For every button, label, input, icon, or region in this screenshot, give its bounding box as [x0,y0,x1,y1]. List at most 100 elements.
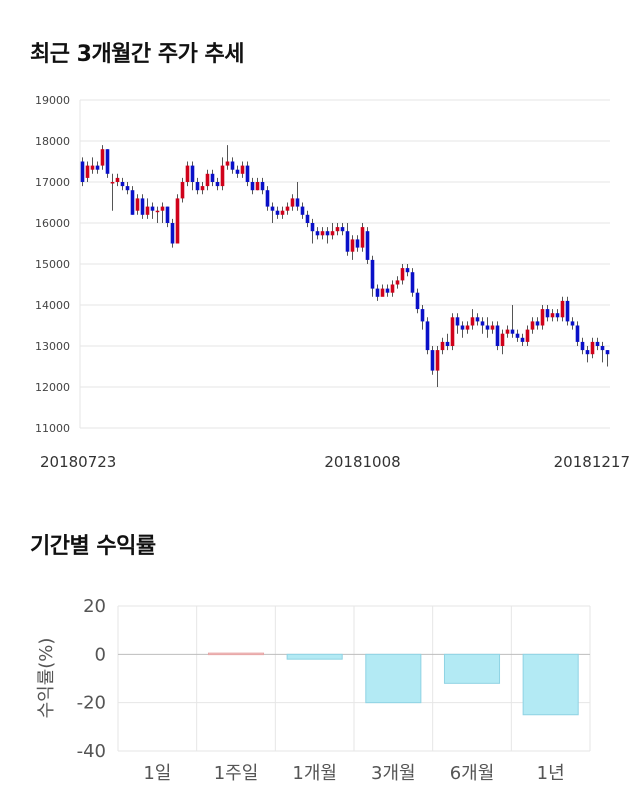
candle-body [380,288,385,297]
candle-body [275,210,280,215]
candle-body [485,325,490,330]
returns-y-tick-label: -40 [77,741,106,762]
candle-y-tick-label: 11000 [35,422,70,435]
candle-body [435,350,440,371]
stock-trend-title: 최근 3개월간 주가 추세 [30,42,244,67]
candle-body [215,182,220,187]
candle-body [510,329,515,334]
returns-bar [286,653,343,660]
returns-y-ticks: 20 0 -20 -40 [77,596,106,762]
candle-body [575,325,580,342]
candle-body [160,206,165,211]
candle-y-tick-label: 18000 [35,135,70,148]
candle-y-tick-label: 19000 [35,94,70,107]
candle-body [165,206,170,223]
candle-body [415,292,420,310]
candle-body [220,165,225,187]
candle-body [325,231,330,236]
candle-body [585,350,590,355]
candle-body [565,300,570,322]
candle-body [400,268,405,281]
candle-body [420,309,425,322]
candle-body [350,239,355,252]
candle-body [250,182,255,191]
candle-y-tick-label: 13000 [35,340,70,353]
candle-body [285,206,290,211]
candle-body [495,325,500,346]
candle-body [125,186,130,191]
returns-y-tick-label: -20 [77,693,106,714]
candle-body [530,321,535,330]
candle-body [140,198,145,215]
candle-body [390,284,395,293]
candle-body [195,182,200,191]
candle-body [550,313,555,318]
candle-body [300,206,305,215]
candle-body [105,149,110,174]
returns-bar [365,653,422,704]
candle-body [490,325,495,330]
candle-body [450,317,455,346]
candle-body [535,321,540,326]
returns-category-label: 1일 [143,763,171,784]
candle-body [155,210,160,213]
candle-body [430,350,435,371]
candlestick-chart: 19000 18000 17000 16000 15000 14000 13000 12000… [35,94,630,471]
candle-body [560,300,565,318]
candle-body [570,321,575,326]
candlestick-x-labels: 20180723 20181008 20181217 [40,453,630,471]
candle-body [590,341,595,355]
candle-body [480,321,485,326]
candle-body [330,231,335,236]
candle-body [170,223,175,244]
candle-body [200,186,205,191]
returns-category-label: 1주일 [214,763,259,784]
candle-body [135,198,140,211]
candle-body [235,169,240,174]
candle-body [315,231,320,236]
candle-body [115,177,120,182]
candle-body [295,198,300,207]
candlestick-y-ticks: 19000 18000 17000 16000 15000 14000 13000 12000… [35,94,70,435]
candle-body [110,182,115,184]
candle-body [370,259,375,289]
candle-body [375,288,380,297]
candle-body [500,333,505,346]
candle-y-tick-label: 14000 [35,299,70,312]
candlestick-marks [80,145,610,387]
candle-body [245,165,250,182]
candle-body [555,313,560,318]
candle-body [120,182,125,187]
candle-x-label: 20181008 [324,453,400,471]
candle-y-tick-label: 16000 [35,217,70,230]
candle-body [265,190,270,207]
candle-body [210,173,215,182]
candle-body [440,341,445,351]
candle-body [475,317,480,322]
candle-body [260,182,265,191]
candle-body [290,198,295,207]
candle-body [445,341,450,346]
candle-body [410,272,415,293]
candle-body [520,337,525,342]
returns-y-tick-label: 20 [83,596,106,617]
candle-body [470,317,475,326]
candle-body [80,161,85,182]
candle-body [205,173,210,187]
returns-bars [207,652,579,716]
returns-category-label: 6개월 [450,763,495,784]
candle-x-label: 20181217 [554,453,630,471]
candle-body [240,165,245,174]
candlestick-grid [79,99,610,429]
candle-body [515,333,520,338]
candle-body [365,231,370,260]
returns-grid [117,605,591,752]
candle-body [340,227,345,232]
candle-body [545,309,550,318]
candle-body [355,239,360,248]
candle-body [455,317,460,326]
candle-body [100,149,105,166]
candle-body [505,329,510,334]
candle-body [595,341,600,346]
